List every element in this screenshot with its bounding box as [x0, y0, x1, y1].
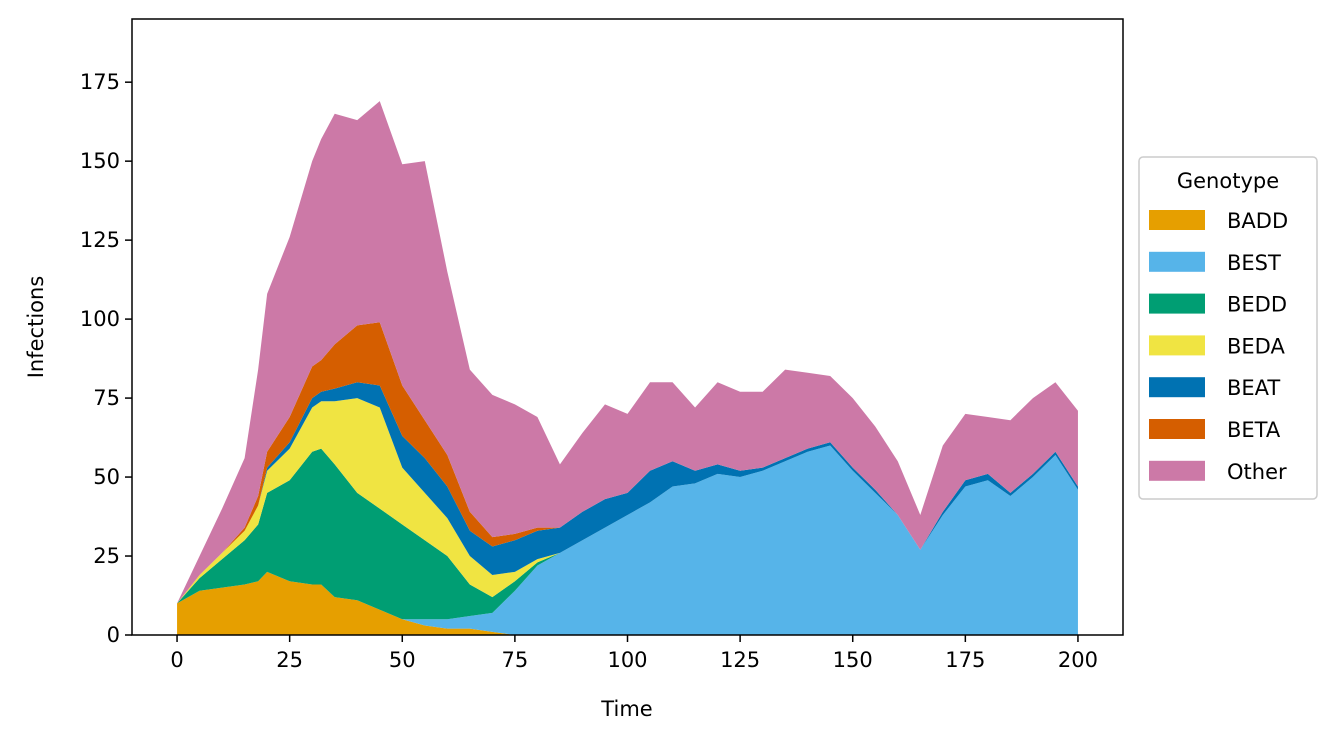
legend-label-beta: BETA — [1227, 418, 1281, 442]
x-tick-label: 100 — [607, 648, 647, 672]
y-tick-label: 0 — [107, 623, 120, 647]
legend-label-badd: BADD — [1227, 209, 1288, 233]
area-badd — [177, 571, 1078, 635]
legend-swatch-badd — [1149, 210, 1205, 230]
y-tick-label: 150 — [80, 149, 120, 173]
legend-swatch-beta — [1149, 419, 1205, 439]
x-tick-label: 125 — [720, 648, 760, 672]
area-beat — [177, 382, 1078, 604]
area-layer — [177, 101, 1078, 635]
y-axis: 0 25 50 75 100 125 150 175 — [80, 70, 132, 647]
y-tick-label: 125 — [80, 228, 120, 252]
x-tick-label: 200 — [1058, 648, 1098, 672]
x-axis-label: Time — [600, 697, 652, 721]
area-bedd — [177, 445, 1078, 620]
legend-label-beat: BEAT — [1227, 376, 1280, 400]
y-tick-label: 75 — [93, 386, 120, 410]
y-axis-label: Infections — [24, 276, 48, 379]
area-beta — [177, 322, 1078, 604]
y-tick-label: 100 — [80, 307, 120, 331]
legend-swatch-beat — [1149, 377, 1205, 398]
legend: Genotype BADD BEST BEDD BEDA BEAT BETA Other — [1138, 156, 1318, 500]
legend-label-beda: BEDA — [1227, 334, 1285, 358]
legend-swatch-best — [1149, 251, 1205, 272]
y-tick-label: 50 — [93, 465, 120, 489]
x-tick-label: 50 — [389, 648, 416, 672]
legend-swatch-other — [1149, 460, 1205, 481]
area-other — [177, 101, 1078, 604]
x-tick-label: 150 — [833, 648, 873, 672]
area-best — [177, 445, 1078, 635]
legend-swatch-beda — [1149, 335, 1205, 356]
legend-label-other: Other — [1227, 460, 1287, 484]
x-tick-label: 25 — [276, 648, 303, 672]
y-tick-label: 175 — [80, 70, 120, 94]
legend-title: Genotype — [1177, 169, 1279, 193]
legend-frame — [1138, 156, 1318, 500]
legend-label-bedd: BEDD — [1227, 293, 1287, 317]
y-tick-label: 25 — [93, 544, 120, 568]
legend-label-best: BEST — [1227, 251, 1281, 275]
x-axis: 0 25 50 75 100 125 150 175 200 — [170, 635, 1098, 672]
legend-swatch-bedd — [1149, 293, 1205, 314]
x-tick-label: 0 — [170, 648, 183, 672]
x-tick-label: 75 — [502, 648, 529, 672]
x-tick-label: 175 — [945, 648, 985, 672]
